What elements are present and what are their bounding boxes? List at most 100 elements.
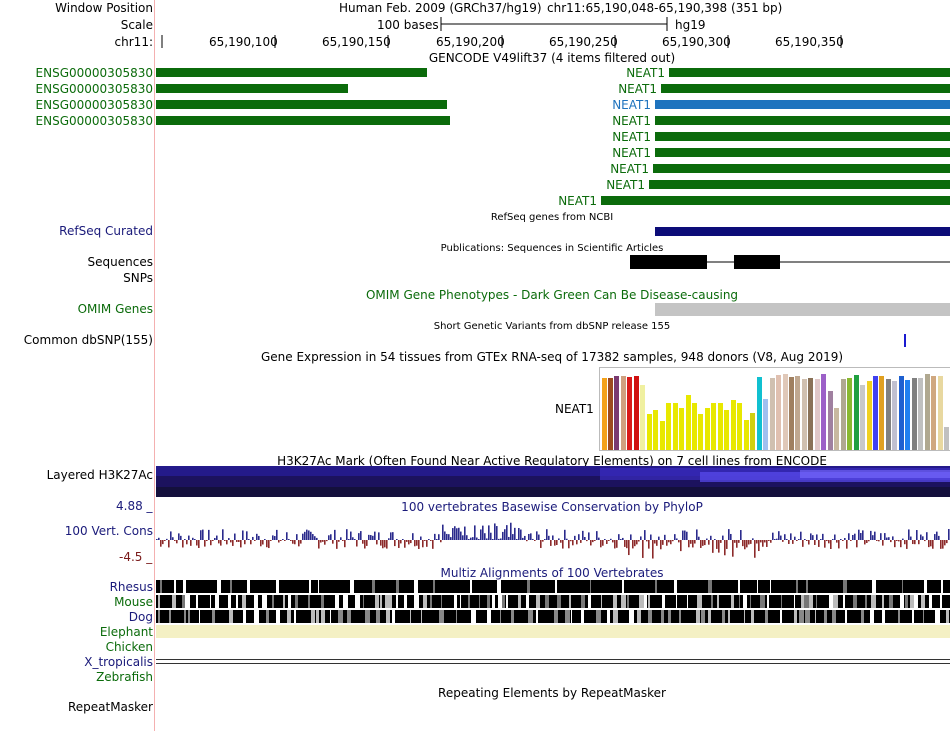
gtex-tissue-bar[interactable] (646, 414, 652, 450)
refseq-label[interactable]: RefSeq Curated (59, 224, 153, 238)
gtex-tissue-bar[interactable] (704, 408, 710, 450)
gtex-tissue-bar[interactable] (879, 376, 885, 450)
gtex-tissue-bar[interactable] (756, 377, 762, 450)
gencode-left-label[interactable]: ENSG00000305830 (35, 98, 153, 112)
gtex-tissue-bar[interactable] (827, 391, 833, 450)
gtex-tissue-bar[interactable] (808, 378, 814, 450)
gtex-tissue-bar[interactable] (860, 385, 866, 450)
gtex-tissue-bar[interactable] (795, 376, 801, 450)
omim-label[interactable]: OMIM Genes (77, 302, 153, 316)
gencode-feature-neat1[interactable] (655, 132, 950, 141)
neat1-label[interactable]: NEAT1 (606, 178, 645, 192)
gencode-feature-neat1[interactable] (655, 148, 950, 157)
gtex-tissue-bar[interactable] (659, 421, 665, 450)
gencode-feature-neat1[interactable] (601, 196, 950, 205)
gtex-tissue-bar[interactable] (672, 403, 678, 450)
omim-feature[interactable] (655, 303, 950, 316)
gtex-tissue-bar[interactable] (814, 379, 820, 450)
gtex-tissue-bar[interactable] (898, 376, 904, 450)
publications-sequences-label[interactable]: Sequences (87, 255, 153, 269)
gtex-tissue-bar[interactable] (692, 403, 698, 450)
refseq-feature[interactable] (655, 227, 950, 236)
gtex-tissue-bar[interactable] (620, 376, 626, 450)
gencode-feature-neat1[interactable] (669, 68, 950, 77)
gtex-tissue-bar[interactable] (608, 378, 614, 450)
gtex-tissue-bar[interactable] (788, 377, 794, 450)
gtex-tissue-bar[interactable] (666, 403, 672, 450)
gtex-tissue-bar[interactable] (944, 427, 950, 450)
gtex-tissue-bar[interactable] (601, 378, 607, 450)
h3k27ac-label[interactable]: Layered H3K27Ac (46, 468, 153, 482)
multiz-species-zebrafish[interactable]: Zebrafish (96, 670, 153, 684)
gtex-tissue-bar[interactable] (918, 378, 924, 450)
gencode-feature-neat1[interactable] (649, 180, 950, 189)
multiz-species-elephant[interactable]: Elephant (99, 625, 153, 639)
dbsnp-variant[interactable] (904, 334, 906, 347)
gtex-tissue-bar[interactable] (653, 410, 659, 450)
gtex-tissue-bar[interactable] (847, 378, 853, 450)
publications-snps-label[interactable]: SNPs (123, 271, 153, 285)
neat1-label[interactable]: NEAT1 (612, 114, 651, 128)
refseq-caption[interactable]: RefSeq genes from NCBI (490, 212, 614, 223)
gtex-tissue-bar[interactable] (730, 400, 736, 450)
gtex-tissue-bar[interactable] (633, 376, 639, 450)
gencode-feature-neat1[interactable] (661, 84, 950, 93)
repeatmasker-caption[interactable]: Repeating Elements by RepeatMasker (438, 686, 666, 700)
dbsnp-label[interactable]: Common dbSNP(155) (23, 333, 153, 347)
repeatmasker-label[interactable]: RepeatMasker (67, 700, 153, 714)
gtex-tissue-bar[interactable] (737, 403, 743, 450)
neat1-label[interactable]: NEAT1 (558, 194, 597, 208)
gencode-left-label[interactable]: ENSG00000305830 (35, 66, 153, 80)
h3k27ac-caption[interactable]: H3K27Ac Mark (Often Found Near Active Re… (277, 454, 827, 468)
gtex-tissue-bar[interactable] (931, 376, 937, 450)
neat1-label[interactable]: NEAT1 (612, 130, 651, 144)
gencode-left-label[interactable]: ENSG00000305830 (35, 82, 153, 96)
gtex-tissue-bar[interactable] (763, 399, 769, 450)
gtex-tissue-bar[interactable] (614, 376, 620, 450)
gtex-tissue-bar[interactable] (892, 381, 898, 450)
gencode-feature-neat1-highlight[interactable] (655, 100, 950, 109)
multiz-species-dog[interactable]: Dog (128, 610, 153, 624)
gtex-tissue-bar[interactable] (724, 410, 730, 450)
gtex-tissue-bar[interactable] (911, 378, 917, 450)
multiz-species-x-tropicalis[interactable]: X_tropicalis (84, 655, 153, 669)
gtex-tissue-bar[interactable] (717, 403, 723, 450)
gencode-feature-neat1[interactable] (653, 164, 950, 173)
gtex-tissue-bar[interactable] (782, 374, 788, 450)
neat1-label-highlight[interactable]: NEAT1 (612, 98, 651, 112)
neat1-label[interactable]: NEAT1 (626, 66, 665, 80)
gtex-tissue-bar[interactable] (834, 408, 840, 450)
gtex-tissue-bar[interactable] (853, 375, 859, 450)
gtex-bar-chart[interactable] (601, 368, 950, 450)
multiz-species-chicken[interactable]: Chicken (105, 640, 153, 654)
gtex-tissue-bar[interactable] (627, 377, 633, 450)
gtex-tissue-bar[interactable] (840, 379, 846, 450)
gtex-tissue-bar[interactable] (679, 408, 685, 450)
neat1-label[interactable]: NEAT1 (618, 82, 657, 96)
publications-caption[interactable]: Publications: Sequences in Scientific Ar… (440, 243, 664, 254)
conservation-caption[interactable]: 100 vertebrates Basewise Conservation by… (401, 500, 703, 514)
gtex-tissue-bar[interactable] (924, 374, 930, 450)
gtex-tissue-bar[interactable] (685, 395, 691, 450)
neat1-label[interactable]: NEAT1 (610, 162, 649, 176)
dbsnp-caption[interactable]: Short Genetic Variants from dbSNP releas… (433, 321, 671, 332)
gencode-track-title[interactable]: GENCODE V49lift37 (4 items filtered out) (428, 51, 676, 65)
gtex-tissue-bar[interactable] (821, 374, 827, 450)
gtex-tissue-bar[interactable] (640, 385, 646, 450)
gencode-feature-neat1[interactable] (655, 116, 950, 125)
gtex-tissue-bar[interactable] (776, 375, 782, 450)
gtex-tissue-bar[interactable] (750, 413, 756, 450)
gtex-caption[interactable]: Gene Expression in 54 tissues from GTEx … (260, 350, 844, 364)
gtex-tissue-bar[interactable] (866, 381, 872, 450)
gtex-tissue-bar[interactable] (743, 420, 749, 450)
gtex-tissue-bar[interactable] (698, 414, 704, 450)
gtex-tissue-bar[interactable] (905, 380, 911, 450)
gencode-feature-ensg[interactable] (156, 100, 447, 109)
neat1-label[interactable]: NEAT1 (612, 146, 651, 160)
gencode-feature-ensg[interactable] (156, 68, 427, 77)
gtex-tissue-bar[interactable] (872, 376, 878, 450)
gtex-tissue-bar[interactable] (801, 379, 807, 450)
gtex-tissue-bar[interactable] (937, 376, 943, 450)
conservation-label[interactable]: 100 Vert. Cons (64, 524, 153, 538)
gencode-feature-ensg[interactable] (156, 116, 450, 125)
